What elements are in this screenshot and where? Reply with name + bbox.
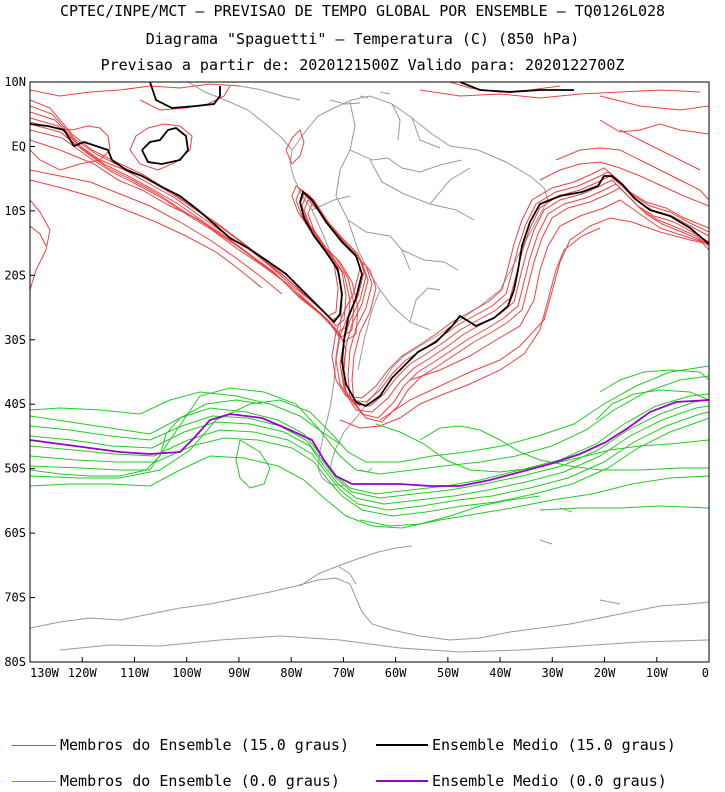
- lon-label: 120W: [68, 666, 98, 680]
- title-line-3: Previsao a partir de: 2020121500Z Valido…: [100, 56, 625, 74]
- lon-label: 20W: [594, 666, 616, 680]
- lon-label: 130W: [30, 666, 60, 680]
- legend-green-members: Membros do Ensemble (0.0 graus): [12, 772, 340, 790]
- purple-line-swatch: [376, 780, 428, 782]
- lon-label: 70W: [333, 666, 355, 680]
- red-ensemble-members: [30, 82, 709, 429]
- lat-label: 70S: [4, 591, 26, 605]
- lon-label: 110W: [120, 666, 150, 680]
- lat-label: 10N: [4, 75, 26, 89]
- legend-row-2: Membros do Ensemble (0.0 graus) Ensemble…: [0, 772, 725, 792]
- purple-ensemble-mean: [30, 399, 709, 487]
- lat-label: 10S: [4, 204, 26, 218]
- legend-purple-mean-label: Ensemble Medio (0.0 graus): [432, 772, 667, 790]
- longitude-axis: 130W 120W 110W 100W 90W 80W 70W 60W 50W 40W 30W 20W…: [29, 657, 710, 680]
- green-ensemble-members: [30, 365, 709, 529]
- coastlines: [30, 82, 709, 653]
- black-ensemble-mean: [30, 82, 709, 408]
- legend-red-members-label: Membros do Ensemble (15.0 graus): [60, 736, 349, 754]
- lon-label: 80W: [280, 666, 302, 680]
- legend-purple-mean: Ensemble Medio (0.0 graus): [376, 772, 667, 790]
- lon-label: 40W: [489, 666, 511, 680]
- title-line-2: Diagrama "Spaguetti" – Temperatura (C) (…: [145, 30, 580, 48]
- lat-label: 50S: [4, 462, 26, 476]
- legend-green-members-label: Membros do Ensemble (0.0 graus): [60, 772, 340, 790]
- black-line-swatch: [376, 744, 428, 746]
- lon-label: 0: [702, 666, 709, 680]
- title-line-1: CPTEC/INPE/MCT – PREVISAO DE TEMPO GLOBA…: [59, 2, 666, 20]
- legend-row-1: Membros do Ensemble (15.0 graus) Ensembl…: [0, 736, 725, 756]
- red-line-swatch: [12, 744, 56, 746]
- lat-label: 40S: [4, 397, 26, 411]
- green-line-swatch: [12, 780, 56, 782]
- lat-label: 60S: [4, 526, 26, 540]
- latitude-axis: 10N EQ 10S 20S 30S 40S 50S 60S 70S 80S: [4, 75, 35, 669]
- legend-red-members: Membros do Ensemble (15.0 graus): [12, 736, 349, 754]
- legend-black-mean-label: Ensemble Medio (15.0 graus): [432, 736, 676, 754]
- lat-label: 20S: [4, 268, 26, 282]
- lon-label: 50W: [437, 666, 459, 680]
- lat-label: EQ: [12, 139, 26, 153]
- plot-frame: [29, 81, 710, 663]
- plot-area: [30, 82, 709, 653]
- lat-label: 80S: [4, 655, 26, 669]
- lon-label: 10W: [646, 666, 668, 680]
- spaghetti-map: 10N EQ 10S 20S 30S 40S 50S 60S 70S 80S 130W 120W 11…: [4, 75, 710, 680]
- lon-label: 60W: [385, 666, 407, 680]
- lat-label: 30S: [4, 333, 26, 347]
- legend-black-mean: Ensemble Medio (15.0 graus): [376, 736, 676, 754]
- lon-label: 30W: [541, 666, 563, 680]
- lon-label: 100W: [172, 666, 202, 680]
- lon-label: 90W: [228, 666, 250, 680]
